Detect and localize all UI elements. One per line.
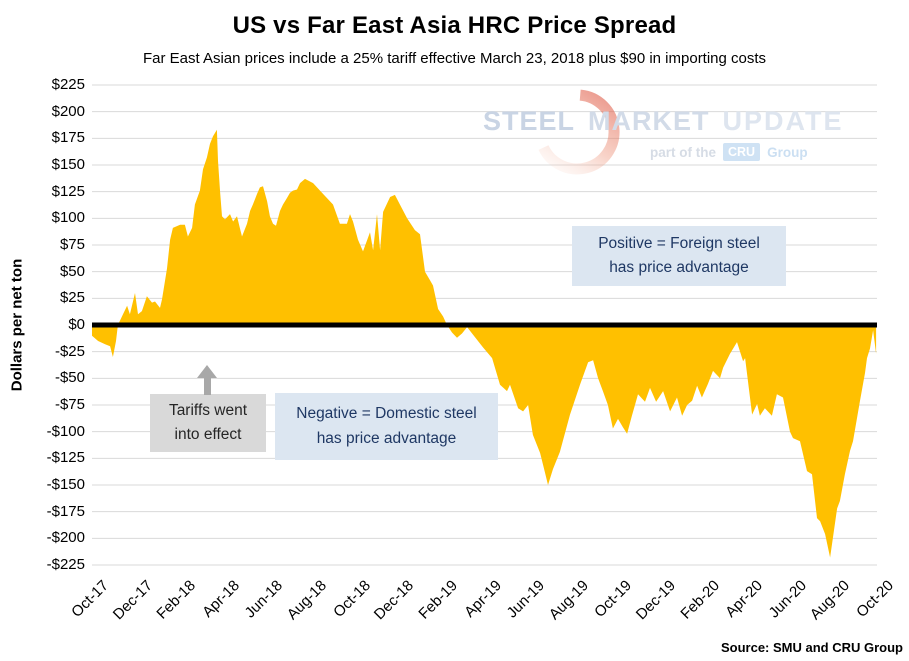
y-tick-label: -$175	[46, 502, 85, 520]
y-tick-label: $25	[59, 289, 85, 307]
y-tick-label: -$125	[46, 449, 85, 467]
annotation-negative-spread: Negative = Domestic steel has price adva…	[275, 393, 498, 460]
y-tick-label: $50	[59, 262, 85, 280]
y-tick-label: $175	[51, 129, 85, 147]
y-tick-label: -$50	[54, 369, 85, 387]
annotation-tariffs: Tariffs went into effect	[150, 394, 266, 452]
y-tick-label: $225	[51, 76, 85, 93]
y-tick-label: -$75	[54, 396, 85, 413]
spread-area-series	[92, 129, 877, 558]
annotation-line: Tariffs went	[168, 401, 248, 419]
up-arrow-shaft	[204, 378, 211, 395]
y-tick-label: $200	[51, 102, 85, 120]
y-tick-label: $150	[51, 156, 85, 173]
y-tick-label: -$225	[46, 556, 85, 573]
up-arrow-head	[197, 365, 217, 378]
y-tick-label: -$150	[46, 476, 85, 493]
page-title: US vs Far East Asia HRC Price Spread	[232, 12, 677, 39]
annotation-line: has price advantage	[609, 259, 749, 276]
annotation-line: into effect	[174, 426, 242, 443]
source-note: Source: SMU and CRU Group	[720, 640, 903, 655]
annotation-line: has price advantage	[316, 429, 457, 447]
y-tick-label: -$100	[46, 422, 85, 440]
y-tick-label: $0	[68, 316, 85, 333]
y-tick-label: $75	[59, 236, 85, 253]
y-tick-label: -$200	[46, 529, 85, 547]
y-tick-label: -$25	[54, 342, 85, 360]
y-tick-label: $100	[51, 209, 85, 227]
annotation-positive-spread: Positive = Foreign steel has price advan…	[572, 226, 786, 286]
annotation-line: Positive = Foreign steel	[598, 234, 760, 252]
chart-subtitle: Far East Asian prices include a 25% tari…	[142, 50, 767, 67]
y-tick-label: $125	[51, 182, 85, 200]
annotation-line: Negative = Domestic steel	[296, 405, 477, 423]
y-axis-tick-labels: $225 $200 $175 $150 $125 $100 $75 $50 $25 $0 -$25 -…	[0, 0, 85, 661]
